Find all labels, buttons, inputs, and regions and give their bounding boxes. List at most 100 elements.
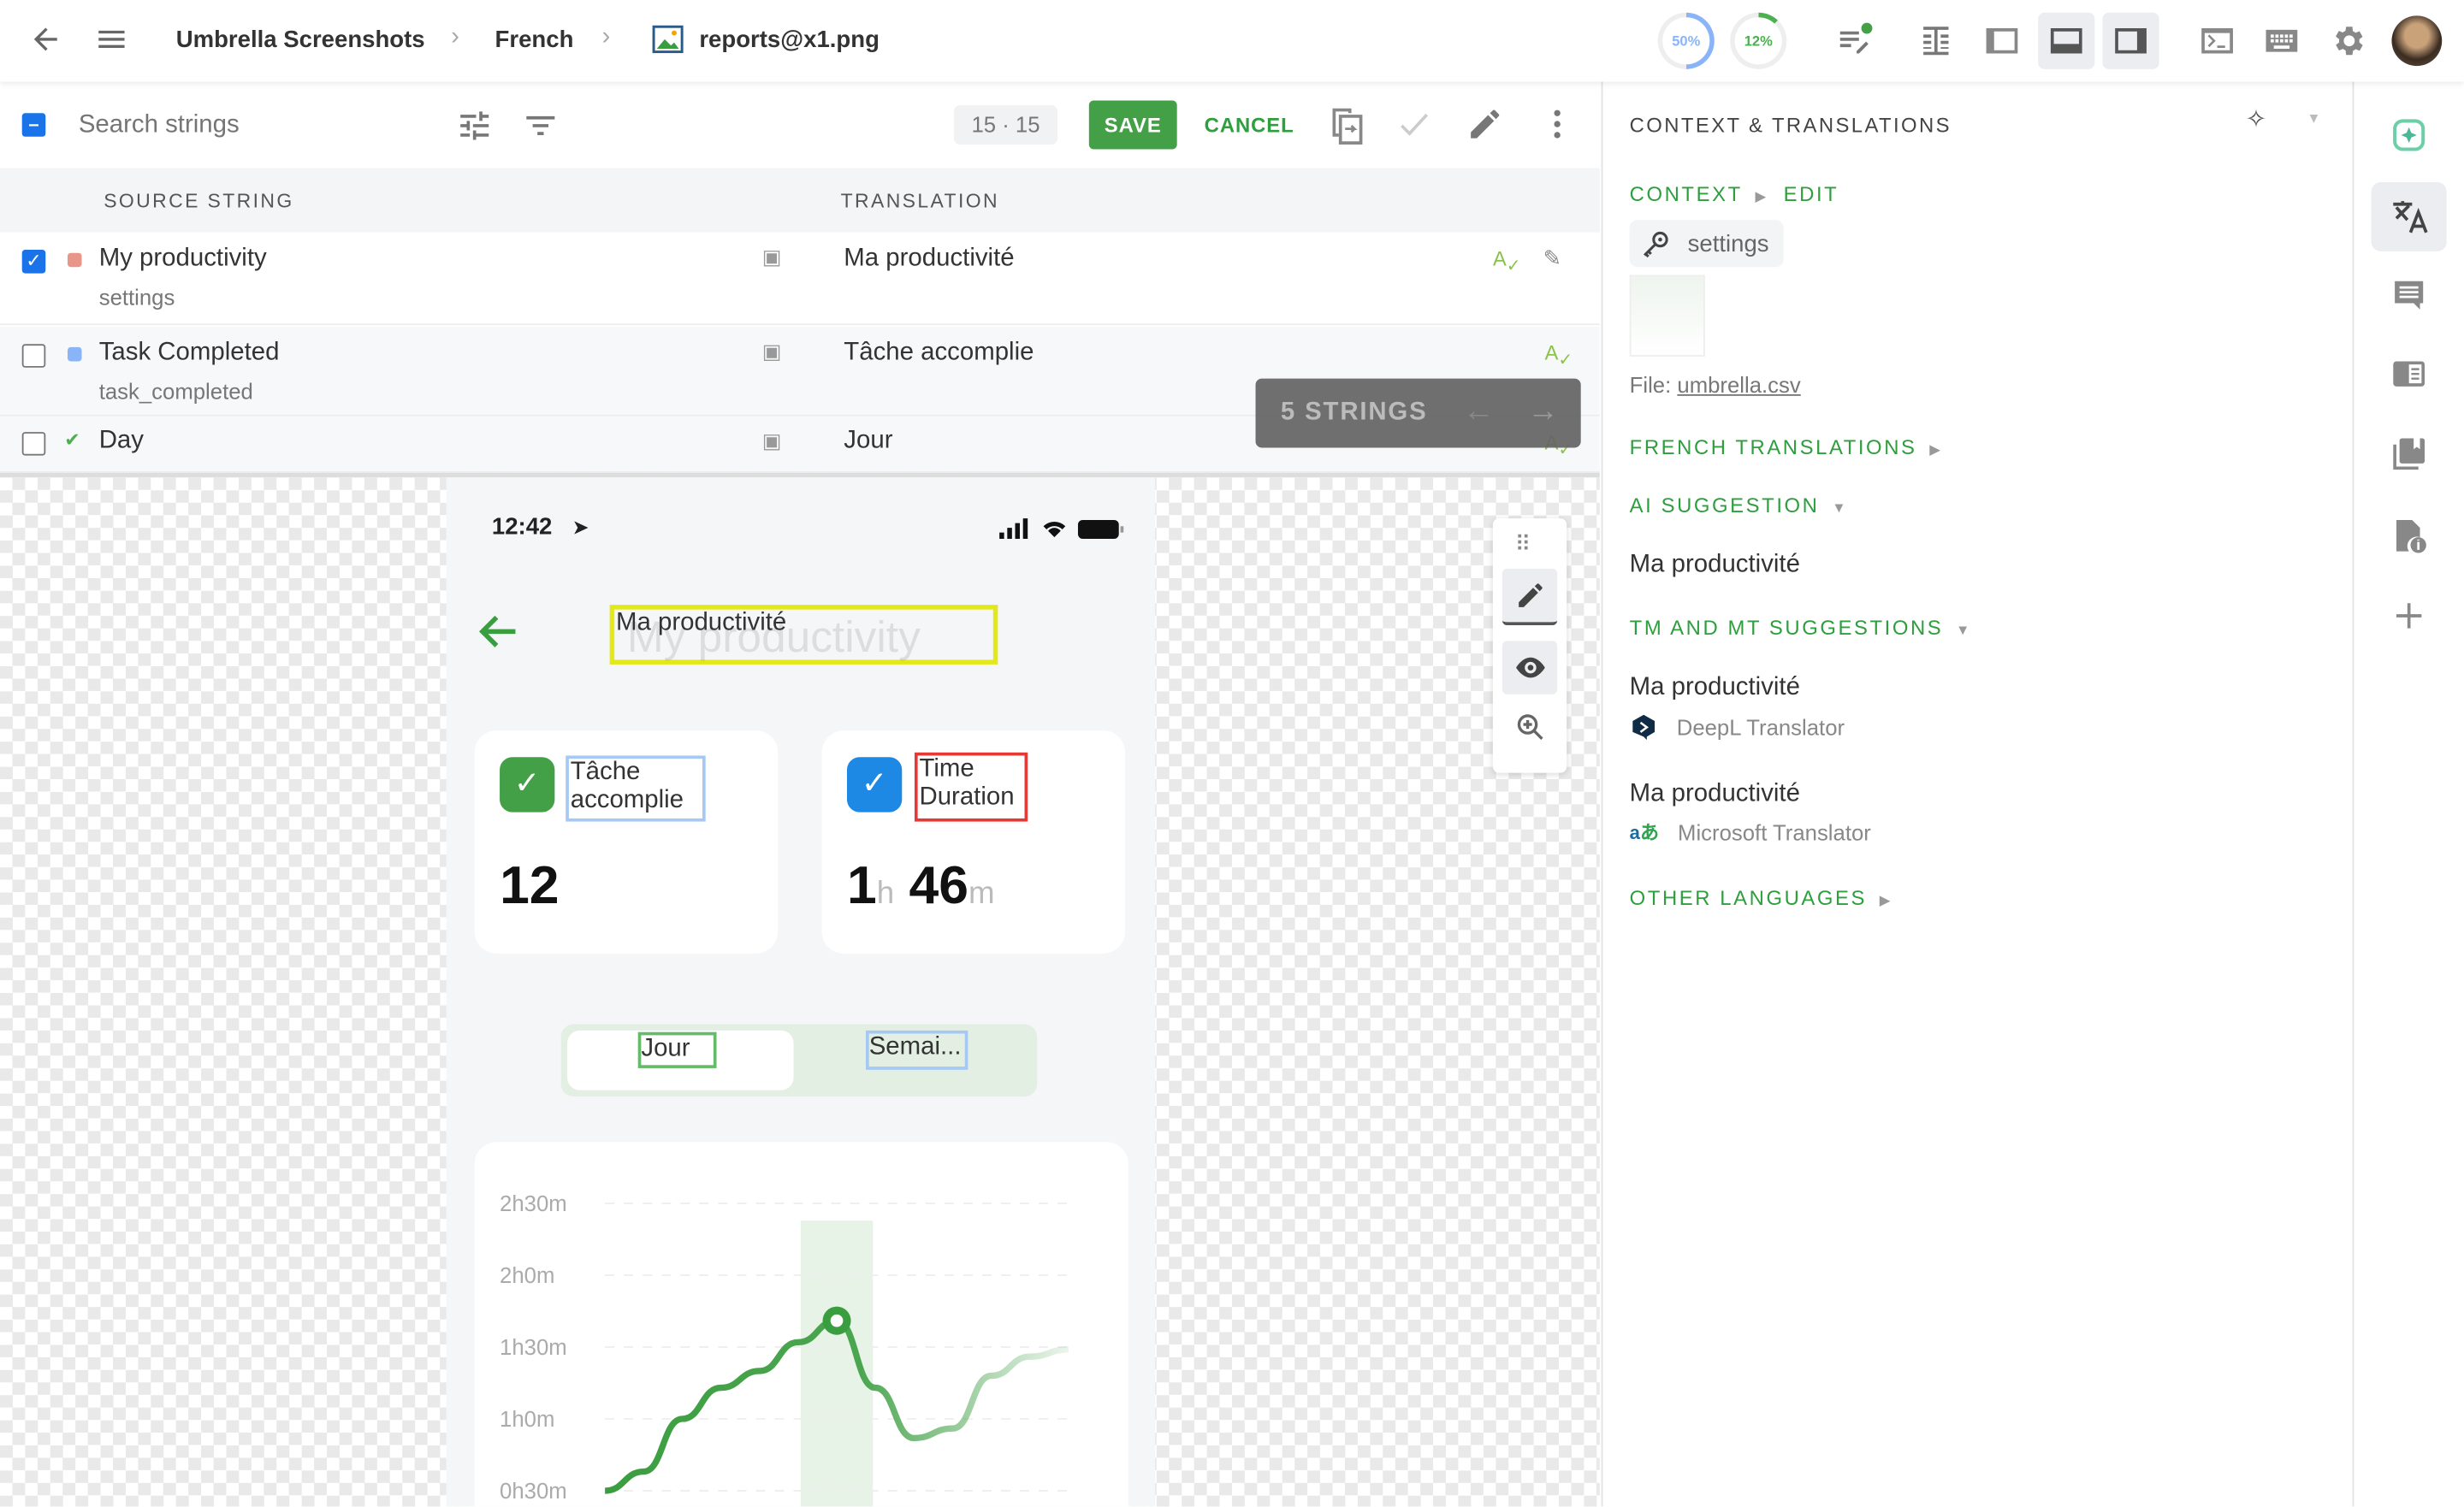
chevron-right-icon: › — [601, 23, 611, 50]
breadcrumb-file[interactable]: reports@x1.png — [699, 27, 880, 54]
tm-mt-toggle[interactable]: TM AND MT SUGGESTIONS ▼ — [1630, 616, 1972, 640]
image-icon — [652, 24, 684, 56]
string-highlight-day[interactable]: Jour — [637, 1031, 717, 1068]
string-count-label: 5 STRINGS — [1280, 399, 1428, 426]
spellcheck-icon[interactable]: A✓ — [1544, 340, 1573, 370]
screenshot-canvas[interactable]: 12:42 ➤ My productivity Ma productivité … — [0, 477, 1600, 1507]
back-arrow-icon[interactable] — [28, 22, 62, 56]
key-chip[interactable]: settings — [1629, 220, 1784, 268]
progress-ring-approved[interactable]: 12% — [1730, 12, 1787, 69]
edit-pencil-icon[interactable]: ✎ — [1543, 245, 1562, 270]
approve-check-icon[interactable] — [1395, 105, 1433, 143]
suggestion-text[interactable]: Ma productivité — [1629, 780, 1800, 808]
strings-pane: – 15 · 15 SAVE CANCEL SOURCE STRING TRAN… — [0, 81, 1600, 1507]
translations-tab-icon[interactable] — [2371, 182, 2447, 251]
panel-title: CONTEXT & TRANSLATIONS — [1629, 113, 1952, 137]
copy-source-icon[interactable] — [1330, 105, 1367, 146]
ai-assistant-icon[interactable] — [2372, 101, 2447, 170]
more-vertical-icon[interactable] — [1538, 105, 1576, 143]
drag-handle-icon[interactable]: ⠿ — [1514, 530, 1531, 557]
row-checkbox[interactable]: ✓ — [21, 250, 46, 274]
menu-icon[interactable] — [94, 22, 128, 56]
edit-pencil-icon[interactable] — [1466, 105, 1504, 143]
layout-sidebar-left-icon[interactable] — [1974, 13, 2030, 69]
caret-right-icon: ▶ — [1879, 892, 1893, 908]
glossary-panel-icon[interactable] — [2372, 340, 2447, 409]
task-count: 12 — [500, 856, 560, 916]
file-label: File: — [1629, 372, 1672, 398]
check-icon: ✓ — [846, 757, 903, 813]
deepl-logo-icon — [1630, 713, 1658, 742]
canvas-tools: ⠿ — [1492, 518, 1567, 773]
ai-suggestion-text[interactable]: Ma productivité — [1629, 551, 1800, 578]
breadcrumb-project[interactable]: Umbrella Screenshots — [175, 27, 425, 54]
terminal-icon[interactable] — [2189, 13, 2246, 69]
other-languages-toggle[interactable]: OTHER LANGUAGES ▶ — [1630, 886, 1892, 910]
settings-gear-icon[interactable] — [2319, 13, 2376, 69]
translation-memory-icon[interactable] — [2372, 419, 2447, 488]
user-avatar[interactable] — [2391, 15, 2443, 67]
translation-text[interactable]: Ma productivité — [844, 245, 1015, 272]
previous-arrow-icon[interactable]: ← — [1462, 394, 1496, 429]
source-text: Task Completed — [98, 339, 280, 366]
select-all-checkbox[interactable]: – — [21, 113, 46, 137]
comments-icon[interactable] — [2372, 261, 2447, 330]
edit-list-icon[interactable] — [1826, 13, 1882, 69]
string-key: task_completed — [98, 378, 253, 405]
edit-context-button[interactable]: EDIT — [1783, 182, 1839, 206]
context-label: CONTEXT — [1629, 182, 1743, 206]
table-row[interactable]: Task Completed task_completed ▣ Tâche ac… — [0, 327, 1600, 417]
layout-sidebar-right-icon[interactable] — [2102, 12, 2159, 69]
column-header-translation: TRANSLATION — [840, 190, 999, 212]
row-checkbox[interactable] — [21, 432, 46, 456]
status-indicator — [67, 346, 82, 362]
translation-text[interactable]: Tâche accomplie — [844, 339, 1034, 366]
back-arrow-icon — [478, 615, 516, 647]
french-translations-label: FRENCH TRANSLATIONS — [1629, 434, 1917, 459]
caret-down-icon: ▼ — [1832, 499, 1849, 516]
minutes-unit: m — [968, 876, 995, 912]
dropdown-icon[interactable]: ▼ — [2307, 109, 2321, 126]
zoom-in-icon[interactable] — [1513, 710, 1548, 744]
file-info-icon[interactable] — [2372, 501, 2447, 570]
provider-name: Microsoft Translator — [1678, 819, 1871, 846]
string-highlight-week[interactable]: Semai... — [866, 1030, 968, 1070]
screenshot-icon[interactable]: ▣ — [761, 428, 782, 452]
filter-sliders-icon[interactable] — [456, 107, 494, 145]
keyboard-icon[interactable] — [2254, 13, 2310, 69]
file-link[interactable]: umbrella.csv — [1677, 372, 1801, 398]
screenshot-icon[interactable]: ▣ — [761, 339, 782, 363]
eye-icon[interactable] — [1502, 641, 1558, 694]
screenshot-thumbnail[interactable] — [1629, 275, 1705, 357]
screenshot-icon[interactable]: ▣ — [761, 245, 782, 269]
spellcheck-icon[interactable]: A✓ — [1492, 246, 1521, 276]
string-highlight-duration[interactable]: Time Duration — [914, 752, 1028, 822]
string-highlight-task[interactable]: Tâche accomplie — [566, 755, 706, 822]
top-bar: Umbrella Screenshots › French › reports@… — [0, 0, 2464, 82]
progress-ring-translated[interactable]: 50% — [1657, 12, 1715, 69]
period-segmented-control: Jour Semai... — [560, 1024, 1038, 1097]
french-translations-toggle[interactable]: FRENCH TRANSLATIONS ▶ — [1630, 435, 1943, 459]
cancel-button[interactable]: CANCEL — [1198, 101, 1301, 150]
save-button[interactable]: SAVE — [1088, 100, 1177, 150]
layout-bottom-icon[interactable] — [2038, 12, 2095, 69]
context-section-toggle[interactable]: CONTEXT ▶ — [1630, 182, 1768, 206]
pane-divider[interactable] — [0, 472, 1600, 478]
add-panel-icon[interactable] — [2372, 582, 2447, 651]
progress-label: 50% — [1662, 17, 1710, 65]
edit-mode-icon[interactable] — [1502, 568, 1558, 626]
ai-suggestion-toggle[interactable]: AI SUGGESTION ▼ — [1630, 493, 1848, 517]
filter-icon[interactable] — [522, 107, 560, 145]
translation-text[interactable]: Jour — [844, 427, 893, 454]
breadcrumb-language[interactable]: French — [495, 27, 574, 54]
layout-table-icon[interactable] — [1908, 13, 1964, 69]
duration-label-line1: Time — [919, 755, 974, 783]
suggestion-text[interactable]: Ma productivité — [1629, 673, 1800, 701]
string-highlight-title[interactable]: My productivity Ma productivité — [609, 605, 998, 665]
row-checkbox[interactable] — [21, 344, 46, 368]
search-input[interactable] — [78, 106, 424, 145]
next-arrow-icon[interactable]: → — [1527, 394, 1561, 429]
table-row[interactable]: ✓ My productivity settings ▣ Ma producti… — [0, 232, 1600, 326]
pin-icon[interactable]: ✧ — [2245, 106, 2267, 134]
y-tick-label: 2h0m — [500, 1264, 554, 1288]
